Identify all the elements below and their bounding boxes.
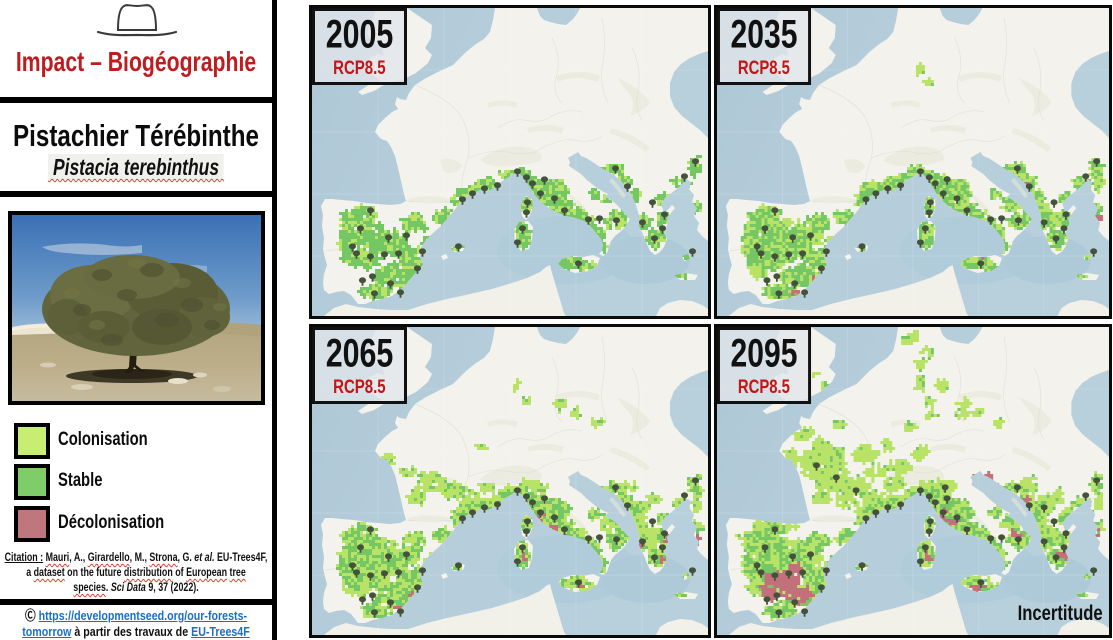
svg-text:RCP8.5: RCP8.5 [333,57,386,78]
svg-text:RCP8.5: RCP8.5 [333,376,386,397]
svg-text:2035: 2035 [731,12,798,56]
svg-text:2095: 2095 [731,331,798,375]
svg-text:Incertitude: Incertitude [1018,602,1103,625]
svg-text:2065: 2065 [326,330,394,375]
svg-text:2005: 2005 [326,11,394,56]
svg-text:RCP8.5: RCP8.5 [738,376,790,397]
svg-text:RCP8.5: RCP8.5 [738,57,790,78]
